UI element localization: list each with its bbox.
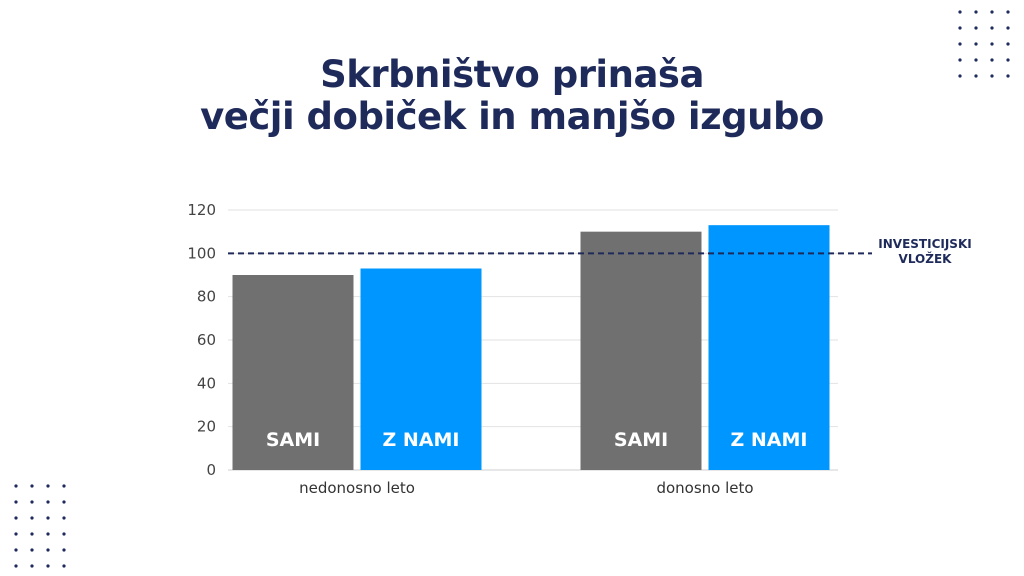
decorative-dot [30, 500, 34, 504]
chart-title: Skrbništvo prinaša večji dobiček in manj… [0, 54, 1024, 138]
decorative-dot [46, 516, 50, 520]
decorative-dot [30, 532, 34, 536]
decorative-dot [974, 42, 978, 46]
decorative-dots-bottom-left [14, 484, 66, 572]
chart-title-line2: večji dobiček in manjšo izgubo [200, 95, 824, 138]
decorative-dot [974, 74, 978, 78]
chart-title-line1: Skrbništvo prinaša [320, 53, 704, 96]
decorative-dot [1006, 26, 1010, 30]
decorative-dot [14, 532, 18, 536]
decorative-dot [1006, 74, 1010, 78]
decorative-dot [14, 564, 18, 568]
decorative-dot [62, 532, 66, 536]
decorative-dot [14, 500, 18, 504]
decorative-dot [958, 26, 962, 30]
y-tick-label: 80 [197, 288, 216, 306]
decorative-dot [990, 58, 994, 62]
decorative-dot [958, 42, 962, 46]
y-tick-label: 60 [197, 331, 216, 349]
bar-0-0 [232, 275, 354, 470]
bar-label: Z NAMI [731, 429, 808, 451]
bar-label: SAMI [614, 429, 668, 451]
decorative-dot [1006, 10, 1010, 14]
reference-line-label: VLOŽEK [899, 251, 953, 266]
decorative-dot [46, 484, 50, 488]
decorative-dot [1006, 42, 1010, 46]
decorative-dot [990, 26, 994, 30]
decorative-dot [46, 532, 50, 536]
reference-line-label: INVESTICIJSKI [878, 237, 971, 251]
decorative-dot [974, 26, 978, 30]
decorative-dot [14, 516, 18, 520]
decorative-dot [30, 516, 34, 520]
decorative-dot [958, 58, 962, 62]
y-tick-label: 20 [197, 418, 216, 436]
decorative-dot [974, 10, 978, 14]
decorative-dot [46, 548, 50, 552]
decorative-dot [62, 484, 66, 488]
x-category-label: nedonosno leto [299, 479, 415, 497]
y-tick-label: 40 [197, 374, 216, 392]
decorative-dot [46, 500, 50, 504]
y-tick-label: 0 [206, 461, 216, 479]
decorative-dot [958, 74, 962, 78]
decorative-dot [62, 500, 66, 504]
bar-1-1 [708, 225, 830, 470]
decorative-dot [30, 484, 34, 488]
y-tick-label: 120 [187, 201, 216, 219]
decorative-dots-top-right [958, 10, 1010, 82]
decorative-dot [30, 564, 34, 568]
decorative-dot [990, 42, 994, 46]
decorative-dot [62, 548, 66, 552]
decorative-dot [30, 548, 34, 552]
decorative-dot [958, 10, 962, 14]
decorative-dot [1006, 58, 1010, 62]
decorative-dot [990, 10, 994, 14]
decorative-dot [14, 484, 18, 488]
decorative-dot [62, 516, 66, 520]
bar-0-1 [580, 231, 702, 470]
bar-label: SAMI [266, 429, 320, 451]
bar-label: Z NAMI [383, 429, 460, 451]
x-category-label: donosno leto [656, 479, 753, 497]
decorative-dot [990, 74, 994, 78]
y-tick-label: 100 [187, 244, 216, 262]
decorative-dot [46, 564, 50, 568]
decorative-dot [62, 564, 66, 568]
decorative-dot [14, 548, 18, 552]
bar-1-0 [360, 268, 482, 470]
decorative-dot [974, 58, 978, 62]
